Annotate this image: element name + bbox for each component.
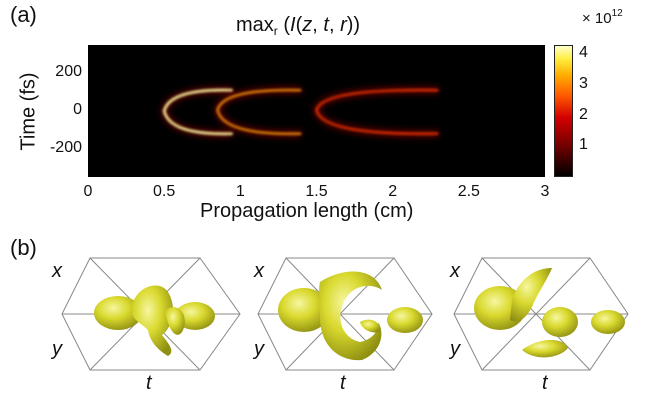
- box3-y-label: y: [450, 338, 460, 360]
- x-tick-label: 2: [388, 183, 398, 200]
- x-tick-label: 3: [540, 183, 550, 200]
- colorbar-tick-label: 3: [579, 74, 588, 92]
- colorbar-tick-label: 2: [579, 105, 588, 123]
- heatmap-svg: [161, 87, 439, 137]
- x-tick-label: 0.5: [153, 183, 176, 200]
- chart-title: maxr (I(z, t, r)): [236, 14, 361, 38]
- x-tick-label: 0: [83, 183, 93, 200]
- heatmap-arc: [216, 89, 302, 135]
- isosurface-blobs-2: [278, 271, 423, 361]
- y-tick-label: -200: [49, 138, 82, 156]
- box3-x-label: x: [450, 260, 460, 282]
- box3-t-label: t: [542, 372, 548, 394]
- x-tick-label: 1.5: [305, 183, 328, 200]
- x-axis-label: Propagation length (cm): [200, 200, 414, 222]
- y-tick-label: 200: [55, 63, 82, 81]
- box1-x-label: x: [52, 260, 62, 282]
- colorbar-multiplier: × 1012: [582, 8, 623, 27]
- heatmap-arc: [162, 88, 233, 136]
- isosurface-blobs-3: [474, 268, 625, 358]
- panel-b-label: (b): [10, 235, 37, 260]
- heatmap-plot: [88, 45, 545, 177]
- colorbar-tick-label: 4: [579, 44, 588, 62]
- box1-y-label: y: [52, 338, 62, 360]
- x-tick-label: 1: [235, 183, 245, 200]
- isosurface-blobs-1: [94, 285, 215, 356]
- colorbar-tick-label: 1: [579, 136, 588, 154]
- colorbar: [554, 45, 573, 177]
- box2-y-label: y: [254, 338, 264, 360]
- y-tick-label: 0: [73, 101, 82, 118]
- panel-a-label: (a): [10, 2, 37, 27]
- heatmap-arc: [315, 89, 439, 135]
- box2-x-label: x: [254, 260, 264, 282]
- box2-t-label: t: [340, 372, 346, 394]
- x-tick-label: 2.5: [457, 183, 480, 200]
- box1-t-label: t: [146, 372, 152, 394]
